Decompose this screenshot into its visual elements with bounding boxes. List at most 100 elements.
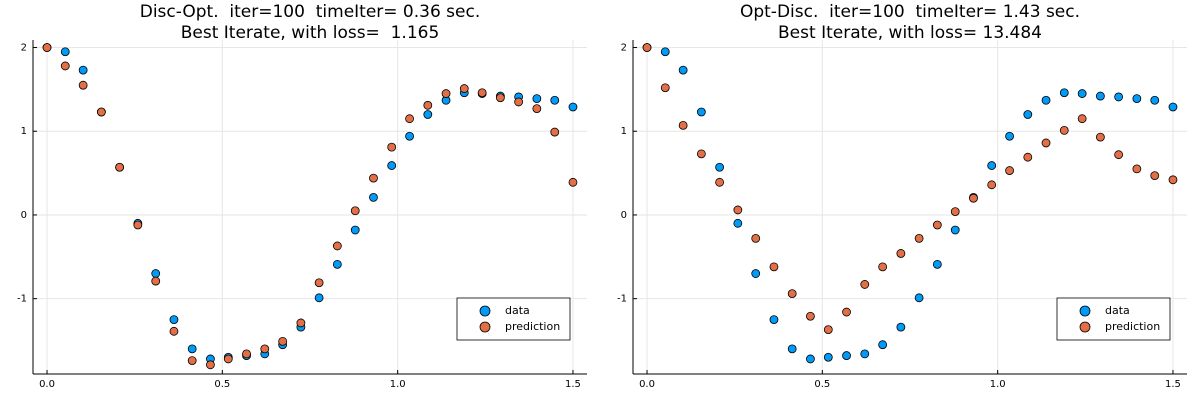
data-point: [969, 193, 978, 203]
data-point: [751, 269, 761, 278]
legend-box: [456, 297, 571, 341]
data-point: [1150, 171, 1160, 181]
data-point: [350, 206, 360, 216]
data-point: [242, 349, 251, 359]
data-point: [914, 293, 924, 303]
data-point: [696, 149, 706, 159]
data-point: [769, 262, 779, 272]
data-point: [151, 269, 161, 278]
data-point: [332, 241, 342, 251]
data-point: [678, 120, 688, 130]
data-point: [678, 65, 688, 75]
y-tick-label: -1: [17, 294, 27, 305]
data-point: [751, 233, 761, 243]
data-point: [133, 220, 143, 230]
x-tick-label: 0.0: [39, 379, 55, 390]
data-point: [806, 354, 815, 364]
data-point: [1150, 95, 1160, 105]
data-point: [878, 340, 888, 350]
x-tick-label: 0.5: [214, 379, 230, 390]
y-tick-label: 1: [21, 126, 27, 137]
chart-subtitle: Best Iterate, with loss= 1.165: [181, 23, 440, 43]
data-point: [477, 88, 487, 98]
data-point: [314, 278, 324, 288]
data-point: [260, 344, 270, 354]
data-point: [1095, 132, 1105, 142]
legend-box: [1056, 297, 1171, 341]
legend-label: data: [505, 304, 530, 317]
data-point: [532, 94, 542, 103]
data-point: [60, 61, 70, 71]
data-point: [1168, 102, 1178, 112]
data-point: [550, 95, 560, 105]
data-point: [932, 259, 942, 269]
data-point: [878, 262, 888, 272]
x-tick-label: 1.5: [565, 379, 581, 390]
data-point: [950, 225, 960, 235]
data-point: [769, 315, 779, 324]
x-tick-label: 1.5: [1165, 379, 1181, 390]
data-point: [151, 276, 161, 286]
data-point: [1132, 94, 1142, 103]
data-point: [842, 351, 851, 360]
data-point: [806, 311, 815, 321]
data-point: [1132, 164, 1142, 174]
data-point: [314, 293, 324, 303]
chart-subtitle: Best Iterate, with loss= 13.484: [778, 23, 1042, 43]
data-point: [642, 43, 652, 52]
data-point: [823, 352, 833, 362]
data-point: [950, 207, 960, 217]
data-point: [514, 97, 524, 107]
data-point: [332, 259, 342, 269]
x-tick-label: 1.0: [990, 379, 1006, 390]
data-point: [60, 47, 70, 57]
y-tick-label: 1: [621, 126, 627, 137]
data-point: [1114, 92, 1124, 102]
legend-marker: [1079, 321, 1091, 333]
data-point: [1114, 150, 1124, 160]
data-point: [369, 192, 378, 202]
chart-title: Disc-Opt. iter=100 timeIter= 0.36 sec.: [140, 2, 481, 22]
data-point: [423, 100, 433, 110]
legend-label: prediction: [505, 320, 560, 333]
data-point: [568, 102, 578, 112]
data-point: [842, 307, 851, 317]
y-tick-label: 0: [21, 210, 27, 221]
legend-marker: [1079, 305, 1091, 317]
x-tick-label: 1.0: [390, 379, 406, 390]
data-point: [823, 325, 833, 335]
data-point: [733, 205, 743, 215]
x-tick-label: 0.5: [814, 379, 830, 390]
data-point: [715, 177, 725, 187]
data-point: [896, 249, 906, 258]
data-point: [350, 225, 360, 235]
legend-marker: [479, 321, 491, 333]
data-point: [1005, 166, 1014, 175]
data-point: [187, 356, 197, 366]
data-point: [115, 162, 125, 172]
data-point: [1059, 126, 1069, 135]
data-point: [568, 177, 578, 187]
data-point: [296, 318, 306, 328]
data-point: [1077, 89, 1087, 98]
data-point: [1005, 131, 1014, 141]
data-point: [187, 344, 197, 354]
data-point: [660, 83, 670, 93]
data-point: [715, 162, 725, 172]
data-point: [932, 220, 942, 230]
data-point: [1023, 152, 1033, 162]
data-point: [369, 173, 378, 183]
data-point: [1041, 138, 1051, 148]
data-point: [441, 89, 451, 98]
data-point: [1168, 175, 1178, 185]
legend-label: prediction: [1105, 320, 1160, 333]
data-point: [1023, 110, 1033, 119]
data-point: [860, 280, 870, 289]
y-tick-label: 2: [621, 43, 627, 54]
data-point: [42, 43, 52, 52]
data-point: [78, 80, 88, 90]
data-point: [405, 114, 414, 124]
data-point: [423, 110, 433, 119]
